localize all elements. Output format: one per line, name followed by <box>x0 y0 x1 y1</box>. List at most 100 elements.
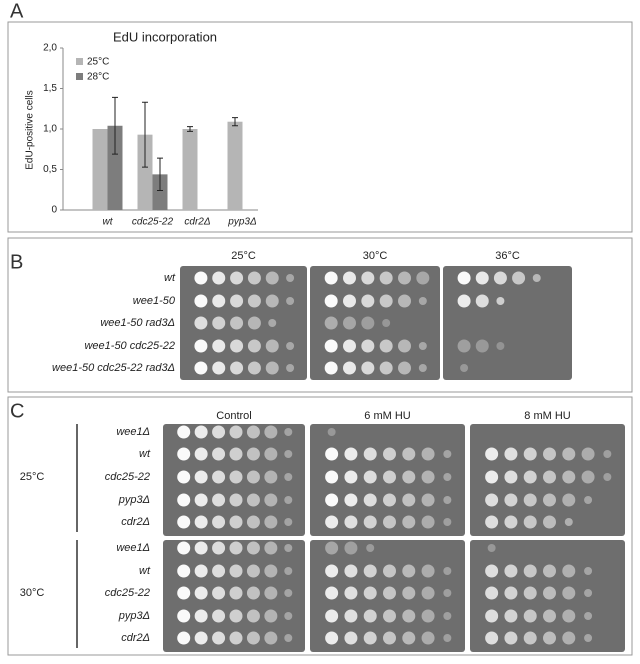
colony-spot <box>485 586 499 600</box>
bar <box>182 129 198 210</box>
x-tick-label: pyp3Δ <box>227 217 257 228</box>
chart-title: EdU incorporation <box>113 29 217 44</box>
colony-spot <box>581 447 595 461</box>
colony-spot <box>194 586 208 600</box>
colony-spot <box>460 364 469 372</box>
colony-spot <box>229 425 243 439</box>
colony-spot <box>416 271 430 285</box>
colony-spot <box>284 496 293 504</box>
colony-spot <box>284 428 293 436</box>
x-tick-label: cdr2Δ <box>184 217 210 228</box>
colony-spot <box>457 294 471 308</box>
colony-spot <box>344 609 358 623</box>
colony-spot <box>496 297 505 305</box>
colony-spot <box>324 271 338 285</box>
colony-spot <box>325 541 339 555</box>
colony-spot <box>584 589 593 597</box>
legend-label: 28°C <box>87 72 109 83</box>
colony-spot <box>284 567 293 575</box>
colony-spot <box>246 609 260 623</box>
colony-spot <box>177 631 191 645</box>
colony-spot <box>325 470 339 484</box>
colony-spot <box>194 631 208 645</box>
colony-spot <box>229 609 243 623</box>
colony-spot <box>284 544 293 552</box>
colony-spot <box>383 447 396 461</box>
panel-label: B <box>10 251 23 273</box>
error-bar <box>157 157 163 192</box>
bar <box>152 174 168 210</box>
strain-label: wee1-50 cdc25-22 <box>84 340 175 352</box>
colony-spot <box>247 294 261 308</box>
colony-spot <box>194 447 208 461</box>
colony-spot <box>402 515 416 529</box>
colony-spot <box>246 470 260 484</box>
colony-spot <box>177 493 191 507</box>
colony-spot <box>229 541 243 555</box>
colony-spot <box>194 470 208 484</box>
colony-spot <box>421 609 435 623</box>
colony-spot <box>383 609 396 623</box>
colony-spot <box>523 470 537 484</box>
colony-spot <box>230 316 244 330</box>
colony-spot <box>402 447 416 461</box>
colony-spot <box>177 564 191 578</box>
colony-spot <box>383 586 396 600</box>
colony-spot <box>343 339 356 353</box>
colony-spot <box>264 515 278 529</box>
colony-spot <box>177 515 191 529</box>
error-bar <box>187 126 193 132</box>
colony-spot <box>383 564 396 578</box>
colony-spot <box>229 447 243 461</box>
colony-spot <box>443 473 452 481</box>
strain-label: wee1-50 cdc25-22 rad3Δ <box>52 362 175 374</box>
colony-spot <box>485 493 499 507</box>
error-bar <box>232 117 238 127</box>
colony-spot <box>504 515 518 529</box>
colony-spot <box>246 447 260 461</box>
temperature-label: 30°C <box>20 587 45 599</box>
colony-spot <box>543 586 556 600</box>
colony-spot <box>344 470 358 484</box>
colony-spot <box>402 609 416 623</box>
strain-label: pyp3Δ <box>118 610 150 622</box>
colony-spot <box>344 586 358 600</box>
colony-spot <box>485 515 499 529</box>
strain-label: cdc25-22 <box>105 471 150 483</box>
colony-spot <box>443 450 452 458</box>
colony-spot <box>264 586 278 600</box>
colony-spot <box>264 470 278 484</box>
strain-label: wt <box>139 565 151 577</box>
colony-spot <box>564 518 573 526</box>
colony-spot <box>229 515 243 529</box>
strain-label: wt <box>139 448 151 460</box>
colony-spot <box>286 364 295 372</box>
colony-spot <box>212 294 226 308</box>
colony-spot <box>284 473 293 481</box>
column-header: 36°C <box>495 250 520 262</box>
colony-spot <box>562 564 576 578</box>
colony-spot <box>268 319 277 327</box>
colony-spot <box>523 609 537 623</box>
strain-label: cdr2Δ <box>121 516 150 528</box>
colony-spot <box>485 447 499 461</box>
colony-spot <box>229 564 243 578</box>
colony-spot <box>418 342 427 350</box>
colony-spot <box>443 496 452 504</box>
colony-spot <box>212 541 226 555</box>
colony-spot <box>402 586 416 600</box>
colony-spot <box>523 586 537 600</box>
colony-spot <box>265 361 279 375</box>
colony-spot <box>212 631 226 645</box>
colony-spot <box>284 589 293 597</box>
colony-spot <box>246 541 260 555</box>
colony-spot <box>504 609 518 623</box>
colony-spot <box>229 470 243 484</box>
colony-spot <box>402 470 416 484</box>
colony-spot <box>363 586 377 600</box>
colony-spot <box>487 544 496 552</box>
colony-spot <box>402 631 416 645</box>
colony-spot <box>325 564 339 578</box>
colony-spot <box>212 493 226 507</box>
strain-label: wee1Δ <box>116 542 150 554</box>
